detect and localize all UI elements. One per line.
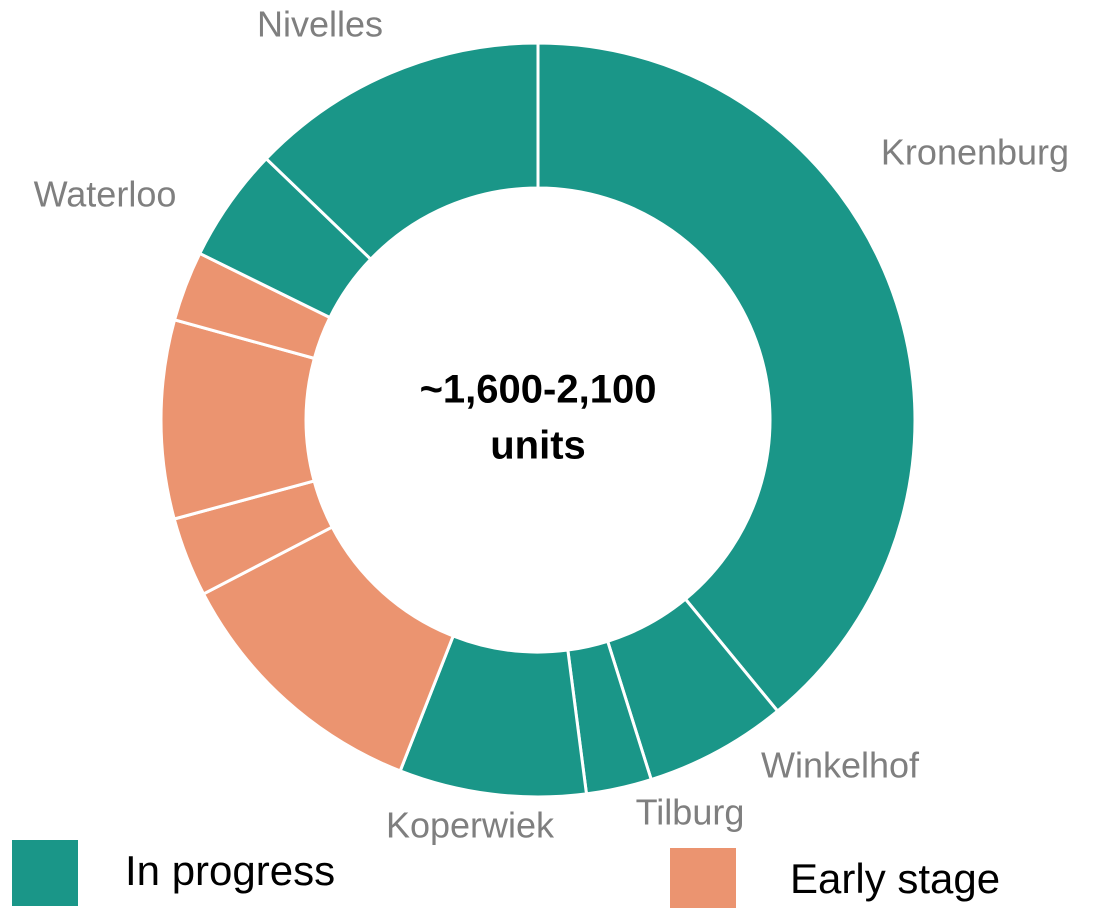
slice-label: Winkelhof [761,745,920,786]
donut-slice [536,41,917,714]
center-label: units [490,424,586,468]
legend-swatch [12,840,78,906]
legend-label: In progress [125,847,335,894]
legend-label: Early stage [790,855,1000,902]
legend-swatch [670,848,736,908]
slice-label: Nivelles [257,4,383,45]
donut-slice [264,41,540,262]
slice-label: Waterloo [34,174,177,215]
slice-label: Tilburg [636,792,745,833]
slice-label: Koperwiek [386,805,555,846]
center-label: ~1,600-2,100 [420,368,657,412]
slice-label: Kronenburg [881,132,1069,173]
